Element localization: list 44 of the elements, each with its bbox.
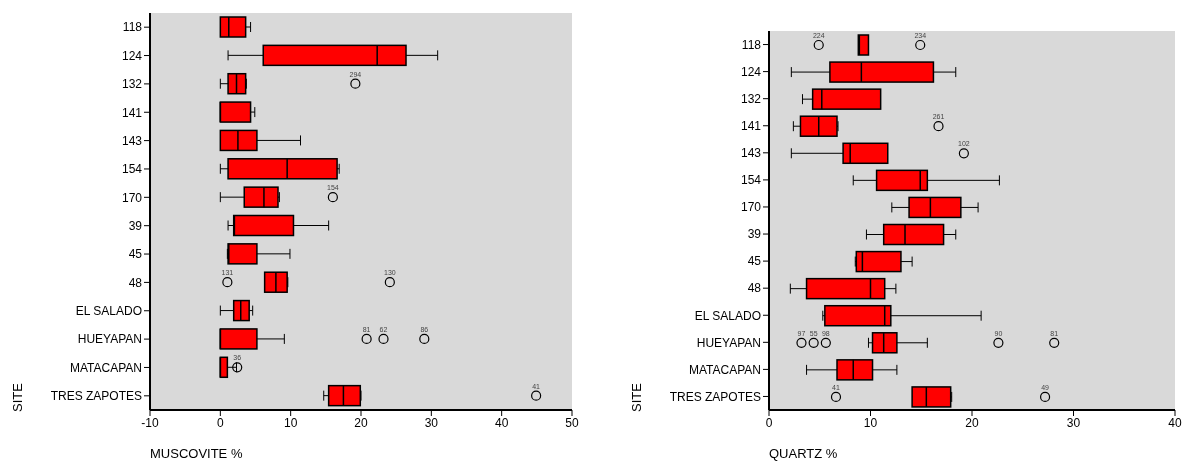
y-axis-title: SITE [629,383,644,412]
y-tick-label: EL SALADO [75,304,142,319]
x-tick-label: 30 [1066,415,1081,430]
y-tick-label: 143 [740,146,762,161]
y-tick-label: EL SALADO [694,308,761,323]
y-tick-label: 45 [747,254,762,269]
x-tick-label: -10 [141,415,159,430]
x-tick-label: 40 [494,415,509,430]
y-tick-label: 118 [122,20,143,35]
y-tick-label: 143 [121,133,143,148]
y-tick-label: 170 [121,190,143,205]
x-tick-label: 10 [863,415,878,430]
y-tick-label: MATACAPAN [688,362,761,377]
x-tick-label: 20 [354,415,368,430]
y-tick-label: HUEYAPAN [696,335,761,350]
y-tick-label: 132 [740,91,762,106]
y-tick-label: 118 [741,37,762,52]
x-tick-label: 10 [283,415,298,430]
y-tick-label: 124 [121,48,143,63]
y-tick-label: 48 [747,281,762,296]
y-axis-title: SITE [10,383,25,412]
x-axis-title: MUSCOVITE % [150,446,243,461]
y-tick-label: 132 [121,77,143,92]
y-tick-label: 39 [128,218,143,233]
y-tick-label: 141 [740,119,762,134]
y-tick-label: 170 [740,200,762,215]
y-tick-label: HUEYAPAN [77,332,142,347]
x-tick-label: 50 [565,415,579,430]
y-tick-label: 154 [121,162,143,177]
y-tick-label: TRES ZAPOTES [50,389,142,404]
x-tick-label: 0 [765,415,773,430]
x-tick-label: 30 [424,415,439,430]
y-tick-label: 39 [747,227,762,242]
y-tick-label: 45 [128,247,143,262]
y-tick-label: 141 [121,105,143,120]
y-tick-label: 48 [128,275,143,290]
x-axis-title: QUARTZ % [769,446,838,461]
x-tick-label: 0 [216,415,224,430]
x-tick-label: 20 [965,415,979,430]
y-tick-label: 124 [740,64,762,79]
y-tick-label: MATACAPAN [69,360,142,375]
x-tick-label: 40 [1168,415,1182,430]
y-tick-label: TRES ZAPOTES [669,389,761,404]
y-tick-label: 154 [740,173,762,188]
